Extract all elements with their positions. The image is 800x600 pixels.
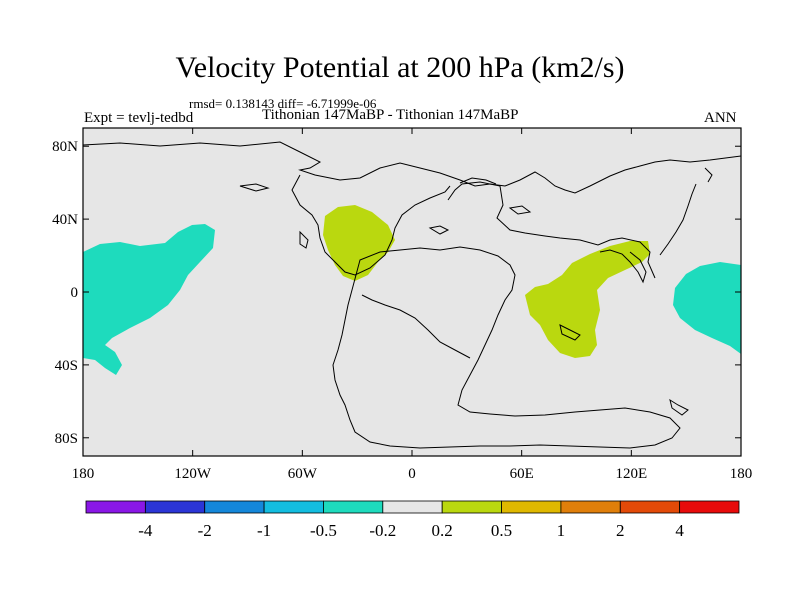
colorbar-swatch bbox=[144, 500, 206, 514]
axis-ticks: 180 120W 60W 0 60E 120E 180 80N 40N 0 40S 80S bbox=[52, 128, 752, 482]
coastline-island-8 bbox=[508, 205, 532, 215]
colorbar-swatch bbox=[204, 500, 265, 514]
x-tick-label: 180 bbox=[72, 466, 95, 482]
coastline-island-2 bbox=[428, 225, 450, 235]
colorbar-swatch bbox=[85, 500, 146, 514]
colorbar-label: -0.2 bbox=[369, 521, 396, 540]
coastline-east-asia bbox=[659, 183, 697, 256]
x-tick-label: 60W bbox=[288, 466, 318, 482]
coastline-island-1 bbox=[459, 177, 497, 185]
colorbar-label: 0.2 bbox=[432, 521, 453, 540]
y-tick-label: 80N bbox=[52, 139, 78, 155]
colorbar-label: 0.5 bbox=[491, 521, 512, 540]
map-background bbox=[83, 128, 741, 456]
coastline-island-5 bbox=[299, 230, 309, 249]
colorbar-swatch bbox=[560, 500, 621, 514]
coastline-tethys-islands bbox=[599, 249, 647, 284]
colorbar-swatch bbox=[619, 500, 681, 514]
colorbar-label: 2 bbox=[616, 521, 625, 540]
colorbar-label: -0.5 bbox=[310, 521, 337, 540]
coastline-island-6 bbox=[239, 183, 270, 192]
colorbar-swatch bbox=[323, 500, 384, 514]
colorbar-swatch bbox=[263, 500, 324, 514]
colorbar-label: -1 bbox=[257, 521, 271, 540]
coastlines bbox=[83, 141, 741, 449]
colorbar-swatch bbox=[679, 500, 740, 514]
x-tick-label: 120E bbox=[615, 466, 647, 482]
coastline-antarctic-inner bbox=[361, 294, 471, 359]
season-label: ANN bbox=[704, 110, 737, 126]
colorbar-label: -4 bbox=[138, 521, 153, 540]
stats-label: rmsd= 0.138143 diff= -6.71999e-06 bbox=[189, 96, 377, 111]
colorbar-label: -2 bbox=[198, 521, 212, 540]
colorbar: -4 -2 -1 -0.5 -0.2 0.2 0.5 1 2 4 bbox=[85, 500, 740, 540]
colorbar-label: 4 bbox=[675, 521, 684, 540]
x-tick-label: 0 bbox=[408, 466, 416, 482]
y-tick-label: 40S bbox=[55, 358, 78, 374]
y-tick-label: 0 bbox=[71, 285, 79, 301]
x-tick-label: 180 bbox=[730, 466, 753, 482]
experiment-label: Expt = tevlj-tedbd bbox=[84, 110, 194, 126]
coastline-europe-asia bbox=[447, 181, 656, 279]
colorbar-swatch bbox=[441, 500, 502, 514]
negative-anomaly-central-pacific bbox=[83, 224, 215, 375]
plot-title: Velocity Potential at 200 hPa (km2/s) bbox=[175, 51, 625, 84]
colorbar-label: 1 bbox=[557, 521, 566, 540]
y-tick-label: 40N bbox=[52, 212, 78, 228]
x-tick-label: 60E bbox=[510, 466, 534, 482]
subtitle-label: Tithonian 147MaBP - Tithonian 147MaBP bbox=[262, 107, 519, 123]
coastline-gondwana bbox=[332, 246, 681, 449]
colorbar-swatch bbox=[382, 500, 443, 514]
coastline-island-7 bbox=[704, 167, 713, 183]
coastline-north-america bbox=[291, 174, 451, 276]
colorbar-swatch bbox=[501, 500, 562, 514]
positive-anomaly-tethys bbox=[525, 241, 650, 358]
coastline-island-3 bbox=[559, 324, 581, 341]
negative-anomaly-west-pacific bbox=[673, 262, 741, 354]
y-tick-label: 80S bbox=[55, 431, 78, 447]
coastline-island-4 bbox=[669, 398, 689, 416]
x-tick-label: 120W bbox=[174, 466, 212, 482]
